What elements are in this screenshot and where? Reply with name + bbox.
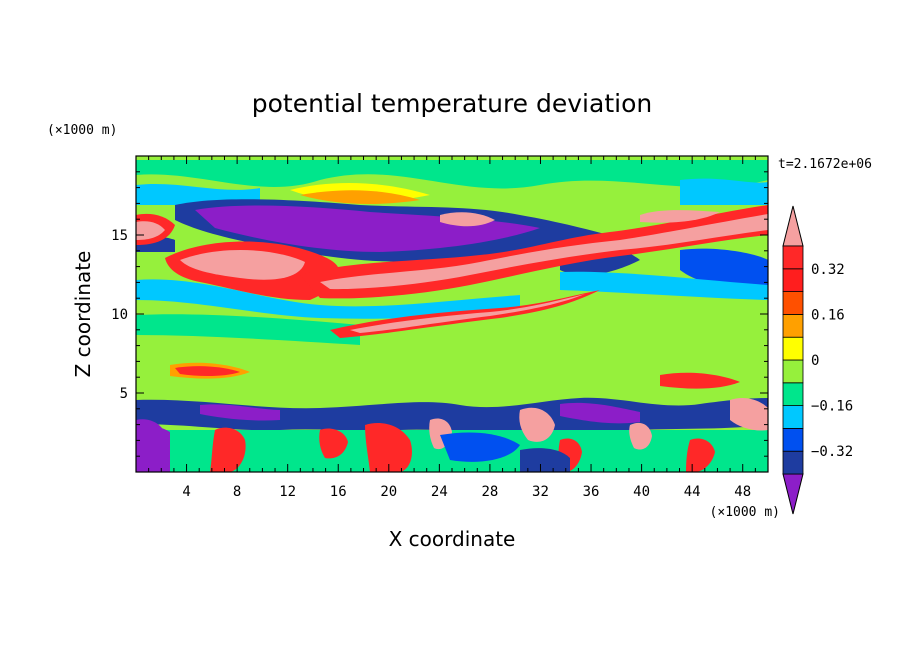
colorbar-label: −0.16 <box>811 399 853 415</box>
x-unit-label: (×1000 m) <box>710 505 780 520</box>
x-tick-label: 8 <box>233 484 241 500</box>
plume-9 <box>686 438 715 472</box>
colorbar-bottom-arrow <box>782 473 804 515</box>
colorbar-segment <box>782 359 804 384</box>
colorbar-segment <box>782 245 804 270</box>
colorbar-segment <box>782 450 804 475</box>
mid-cyan-band <box>136 279 520 319</box>
z-tick-label: 15 <box>111 228 128 244</box>
mid-neutral-band <box>136 314 360 345</box>
plume-5 <box>519 407 555 442</box>
upper-right-pink-blob <box>640 210 720 223</box>
x-axis-label: X coordinate <box>389 527 516 551</box>
colorbar-label: 0 <box>811 353 819 369</box>
colorbar-segment <box>782 382 804 406</box>
x-tick-label: 40 <box>633 484 650 500</box>
plume-2 <box>319 428 348 459</box>
upper-orange-arc <box>300 190 420 205</box>
plume-1 <box>210 427 246 472</box>
colorbar-segment <box>782 427 804 452</box>
bottom-left-purple <box>136 424 170 472</box>
mid-right-cyan-band <box>560 271 768 300</box>
colorbar-label: 0.32 <box>811 262 845 278</box>
colorbar-segment <box>782 268 804 292</box>
plume-3 <box>365 422 412 472</box>
z-tick-label: 10 <box>111 307 128 323</box>
colorbar-label: −0.32 <box>811 444 853 460</box>
x-tick-label: 12 <box>279 484 296 500</box>
contour-field <box>136 156 768 472</box>
x-tick-label: 16 <box>330 484 347 500</box>
low-cold-core-east <box>560 402 640 424</box>
x-tick-label: 28 <box>481 484 498 500</box>
bottom-blue-pocket <box>440 432 520 462</box>
colorbar-segment <box>782 291 804 315</box>
lower-right-red <box>660 372 740 389</box>
plume-8 <box>730 397 768 431</box>
x-tick-label: 48 <box>734 484 751 500</box>
z-axis-label: Z coordinate <box>71 251 95 378</box>
colorbar-segment <box>782 336 804 361</box>
z-axis-ticks: 5 10 15 <box>111 171 768 457</box>
time-label: t=2.1672e+06 <box>778 157 872 172</box>
colorbar: 0.32 0.16 0 −0.16 −0.32 <box>782 205 853 515</box>
chart-title: potential temperature deviation <box>252 89 652 118</box>
right-blue-pocket <box>680 248 768 287</box>
warm-band-east-core <box>320 214 768 290</box>
colorbar-label: 0.16 <box>811 307 845 323</box>
colorbar-top-arrow <box>782 205 804 247</box>
z-tick-label: 5 <box>120 386 128 402</box>
plume-7 <box>629 422 652 450</box>
x-tick-label: 24 <box>431 484 448 500</box>
low-cold-core-west <box>200 404 280 421</box>
x-axis-ticks: 4 8 12 16 20 24 28 32 36 40 44 48 <box>148 156 756 500</box>
lower-left-red <box>175 366 240 377</box>
x-tick-label: 4 <box>182 484 190 500</box>
colorbar-segment <box>782 313 804 338</box>
warm-band-west-core <box>180 250 305 280</box>
x-tick-label: 44 <box>684 484 701 500</box>
upper-pink-blob <box>440 212 495 227</box>
bottom-dark-pocket <box>520 448 570 472</box>
colorbar-segment <box>782 405 804 429</box>
x-tick-label: 20 <box>380 484 397 500</box>
upper-right-cyan <box>680 178 768 205</box>
upper-cold-band-core <box>195 205 540 252</box>
lower-light-zone <box>136 344 768 400</box>
x-tick-label: 32 <box>532 484 549 500</box>
z-unit-label: (×1000 m) <box>47 123 117 138</box>
mid-warm-filament-core <box>350 294 585 333</box>
x-tick-label: 36 <box>583 484 600 500</box>
